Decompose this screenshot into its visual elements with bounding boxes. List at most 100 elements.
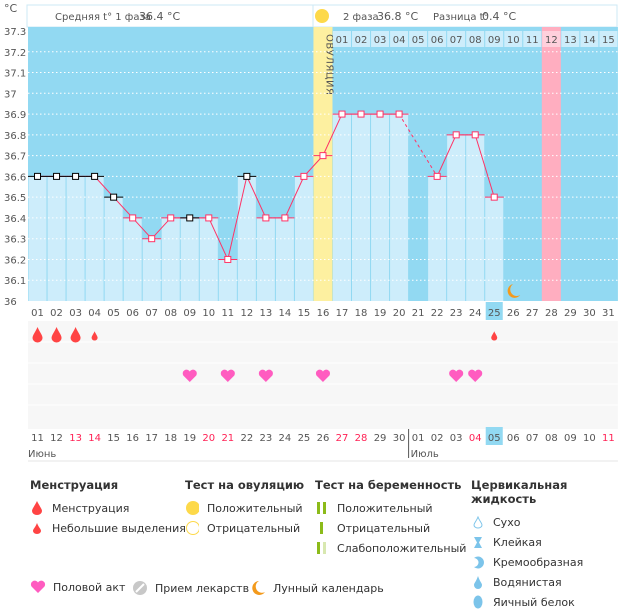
legend-cervical: Цервикальная жидкость Сухо Клейкая Кремо…	[471, 478, 626, 612]
temperature-bar	[485, 197, 504, 301]
cycle-day-label: 06	[126, 308, 139, 319]
legend-medication: Прием лекарств	[132, 580, 249, 596]
temperature-line-segment	[227, 176, 248, 260]
temperature-bar	[352, 114, 371, 301]
moon-icon	[252, 581, 265, 595]
temperature-point	[471, 131, 479, 139]
y-tick-label: 37.2	[4, 48, 26, 59]
temperature-gap-segment	[398, 113, 438, 177]
cycle-day-label: 21	[412, 308, 425, 319]
temperature-bar	[28, 176, 47, 301]
cycle-day-label: 18	[355, 308, 368, 319]
cycle-day-label: 02	[50, 308, 63, 319]
legend-title: Тест на овуляцию	[185, 478, 305, 492]
heart-icon	[468, 369, 483, 382]
cycle-day-label: 05	[107, 308, 120, 319]
cycle-day-label: 25	[488, 308, 501, 319]
calendar-date-label: 12	[50, 433, 63, 444]
temperature-point	[91, 172, 99, 180]
today-date-highlight	[485, 427, 503, 445]
temperature-point	[433, 172, 441, 180]
temperature-bar	[390, 114, 409, 301]
y-tick-label: 36.7	[4, 152, 26, 163]
pill-icon	[133, 581, 147, 595]
blood-drop-icon	[30, 501, 44, 515]
y-tick-label: 36.4	[4, 214, 26, 225]
calendar-date-label: 20	[202, 433, 215, 444]
calendar-date-label: 19	[183, 433, 196, 444]
temperature-point	[72, 172, 80, 180]
cycle-day-label: 03	[69, 308, 82, 319]
calendar-date-label: 02	[431, 433, 444, 444]
temperature-line-segment	[322, 113, 343, 156]
phase1-value: 36.4 °C	[139, 10, 180, 23]
calendar-date-label: 08	[545, 433, 558, 444]
cycle-day-label: 14	[279, 308, 292, 319]
heart-icon	[182, 369, 197, 382]
luteal-day-label: 03	[374, 35, 387, 46]
legend-intercourse: Половой акт	[30, 580, 125, 594]
heart-icon	[449, 369, 464, 382]
luteal-day-label: 09	[488, 35, 501, 46]
luteal-day-cell	[352, 31, 371, 47]
diff-label: Разница t°	[433, 12, 489, 23]
heart-icon	[258, 369, 273, 382]
legend-title: Тест на беременность	[315, 478, 462, 492]
luteal-day-label: 15	[602, 35, 615, 46]
cycle-day-label: 29	[564, 308, 577, 319]
calendar-date-label: 09	[564, 433, 577, 444]
temperature-line-segment	[246, 176, 267, 219]
small-drop-icon	[30, 522, 44, 534]
calendar-date-label: 04	[469, 433, 482, 444]
luteal-day-cell	[542, 31, 561, 47]
cycle-day-label: 31	[602, 308, 615, 319]
luteal-day-label: 07	[450, 35, 463, 46]
y-tick-label: 36.6	[4, 172, 26, 183]
y-tick-label: 37	[4, 89, 17, 100]
circle-filled-icon	[185, 500, 199, 516]
temperature-point	[205, 214, 213, 222]
calendar-date-label: 10	[583, 433, 596, 444]
luteal-day-label: 12	[545, 35, 558, 46]
cycle-day-label: 08	[164, 308, 177, 319]
temperature-point	[376, 110, 384, 118]
temperature-point	[110, 193, 118, 201]
cycle-day-label: 30	[583, 308, 596, 319]
calendar-date-label: 05	[488, 433, 501, 444]
legend-moon: Лунный календарь	[250, 580, 384, 596]
y-tick-label: 36.2	[4, 255, 26, 266]
cycle-day-label: 26	[507, 308, 520, 319]
temperature-point	[490, 193, 498, 201]
temperature-bar	[66, 176, 85, 301]
luteal-day-cell	[504, 31, 523, 47]
y-tick-label: 36.8	[4, 131, 26, 142]
temperature-bar	[371, 114, 390, 301]
calendar-date-label: 23	[260, 433, 273, 444]
circle-outline-icon	[185, 520, 199, 536]
calendar-date-label: 17	[145, 433, 158, 444]
y-tick-label: 36.9	[4, 110, 26, 121]
luteal-day-label: 14	[583, 35, 596, 46]
temperature-line-segment	[284, 176, 305, 219]
luteal-day-cell	[599, 31, 618, 47]
legend-item: Слабоположительный	[337, 541, 467, 555]
luteal-day-label: 05	[412, 35, 425, 46]
luteal-day-cell	[447, 31, 466, 47]
calendar-date-label: 03	[450, 433, 463, 444]
luteal-day-cell	[466, 31, 485, 47]
legend-item: Яичный белок	[493, 595, 575, 609]
luteal-day-label: 06	[431, 35, 444, 46]
luteal-day-label: 04	[393, 35, 406, 46]
y-tick-label: 36.5	[4, 193, 26, 204]
calendar-date-label: 18	[164, 433, 177, 444]
temperature-point	[243, 172, 251, 180]
watery-icon	[471, 575, 485, 589]
temperature-bar	[237, 176, 256, 301]
cycle-day-label: 15	[298, 308, 311, 319]
temperature-line-segment	[208, 217, 229, 260]
calendar-date-label: 15	[107, 433, 120, 444]
cycle-day-label: 07	[145, 308, 158, 319]
luteal-day-label: 02	[355, 35, 368, 46]
temperature-point	[281, 214, 289, 222]
luteal-day-label: 08	[469, 35, 482, 46]
